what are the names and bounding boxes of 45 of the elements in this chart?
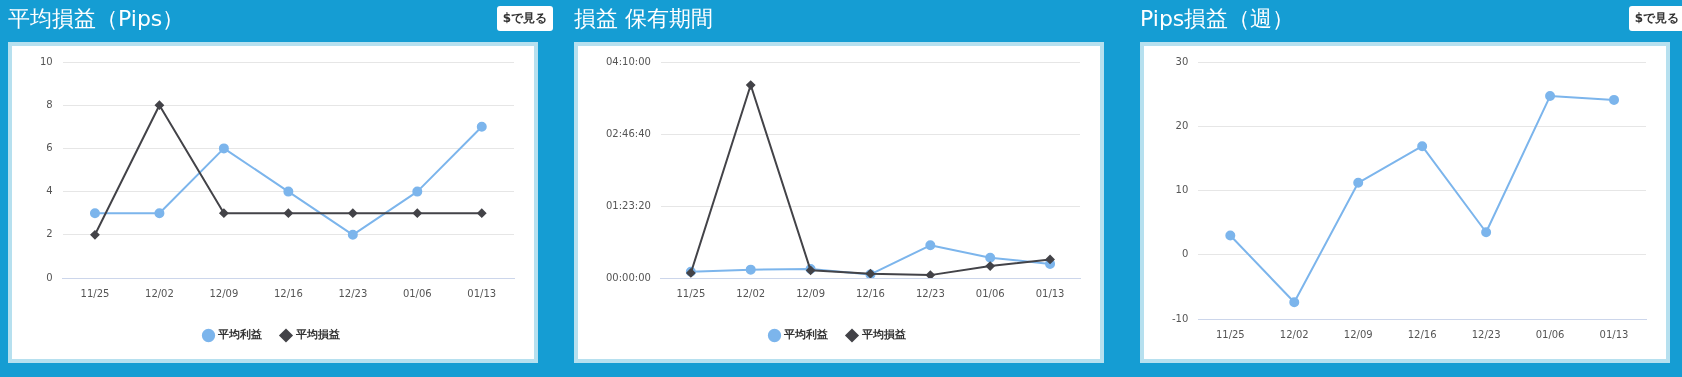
- x-tick-label: 12/23: [915, 287, 945, 299]
- y-tick-label: 4: [46, 185, 53, 197]
- x-tick-label: 12/09: [1343, 328, 1373, 340]
- y-tick-label: 30: [1175, 55, 1189, 67]
- x-tick-label: 01/06: [1535, 328, 1565, 340]
- x-tick-label: 12/23: [1471, 328, 1501, 340]
- y-tick-label: 02:46:40: [605, 127, 651, 139]
- x-tick-label: 01/06: [402, 287, 432, 299]
- y-tick-label: 00:00:00: [605, 271, 651, 283]
- x-tick-label: 11/25: [1215, 328, 1245, 340]
- legend-label: 平均損益: [860, 328, 906, 342]
- y-tick-label: 2: [46, 228, 53, 240]
- x-tick-label: 12/02: [736, 287, 766, 299]
- text: $で見る: [496, 6, 553, 31]
- y-tick-label: 04:10:00: [605, 55, 651, 67]
- text: $で見る: [1628, 6, 1682, 31]
- x-tick-label: 01/06: [975, 287, 1005, 299]
- chart-title: Pips損益（週）: [1140, 5, 1295, 33]
- x-tick-label: 12/09: [796, 287, 825, 299]
- legend-label: 平均利益: [783, 328, 828, 342]
- x-tick-label: 12/16: [856, 287, 885, 299]
- x-tick-label: 12/16: [273, 287, 303, 299]
- legend-label: 平均利益: [217, 328, 262, 342]
- y-tick-label: 01:23:20: [605, 199, 651, 211]
- x-tick-label: 12/02: [145, 287, 174, 299]
- x-tick-label: 12/09: [209, 287, 239, 299]
- y-tick-label: 8: [46, 98, 53, 110]
- x-tick-label: 11/25: [676, 287, 706, 299]
- y-tick-label: 0: [46, 271, 53, 283]
- x-tick-label: 11/25: [80, 287, 110, 299]
- y-tick-label: 10: [1175, 184, 1189, 196]
- y-tick-label: -10: [1171, 312, 1189, 324]
- x-tick-label: 12/16: [1407, 328, 1437, 340]
- y-tick-label: 10: [39, 55, 53, 67]
- x-tick-label: 01/13: [1599, 328, 1629, 340]
- x-tick-label: 12/02: [1279, 328, 1309, 340]
- chart-title: 損益 保有期間: [574, 5, 713, 33]
- x-tick-label: 01/13: [1035, 287, 1065, 299]
- x-tick-label: 12/23: [338, 287, 368, 299]
- legend-label: 平均損益: [294, 328, 340, 342]
- y-tick-label: 0: [1181, 248, 1189, 260]
- y-tick-label: 6: [46, 141, 53, 153]
- chart-title: 平均損益（Pips）: [8, 5, 185, 33]
- y-tick-label: 20: [1175, 119, 1189, 131]
- x-tick-label: 01/13: [467, 287, 497, 299]
